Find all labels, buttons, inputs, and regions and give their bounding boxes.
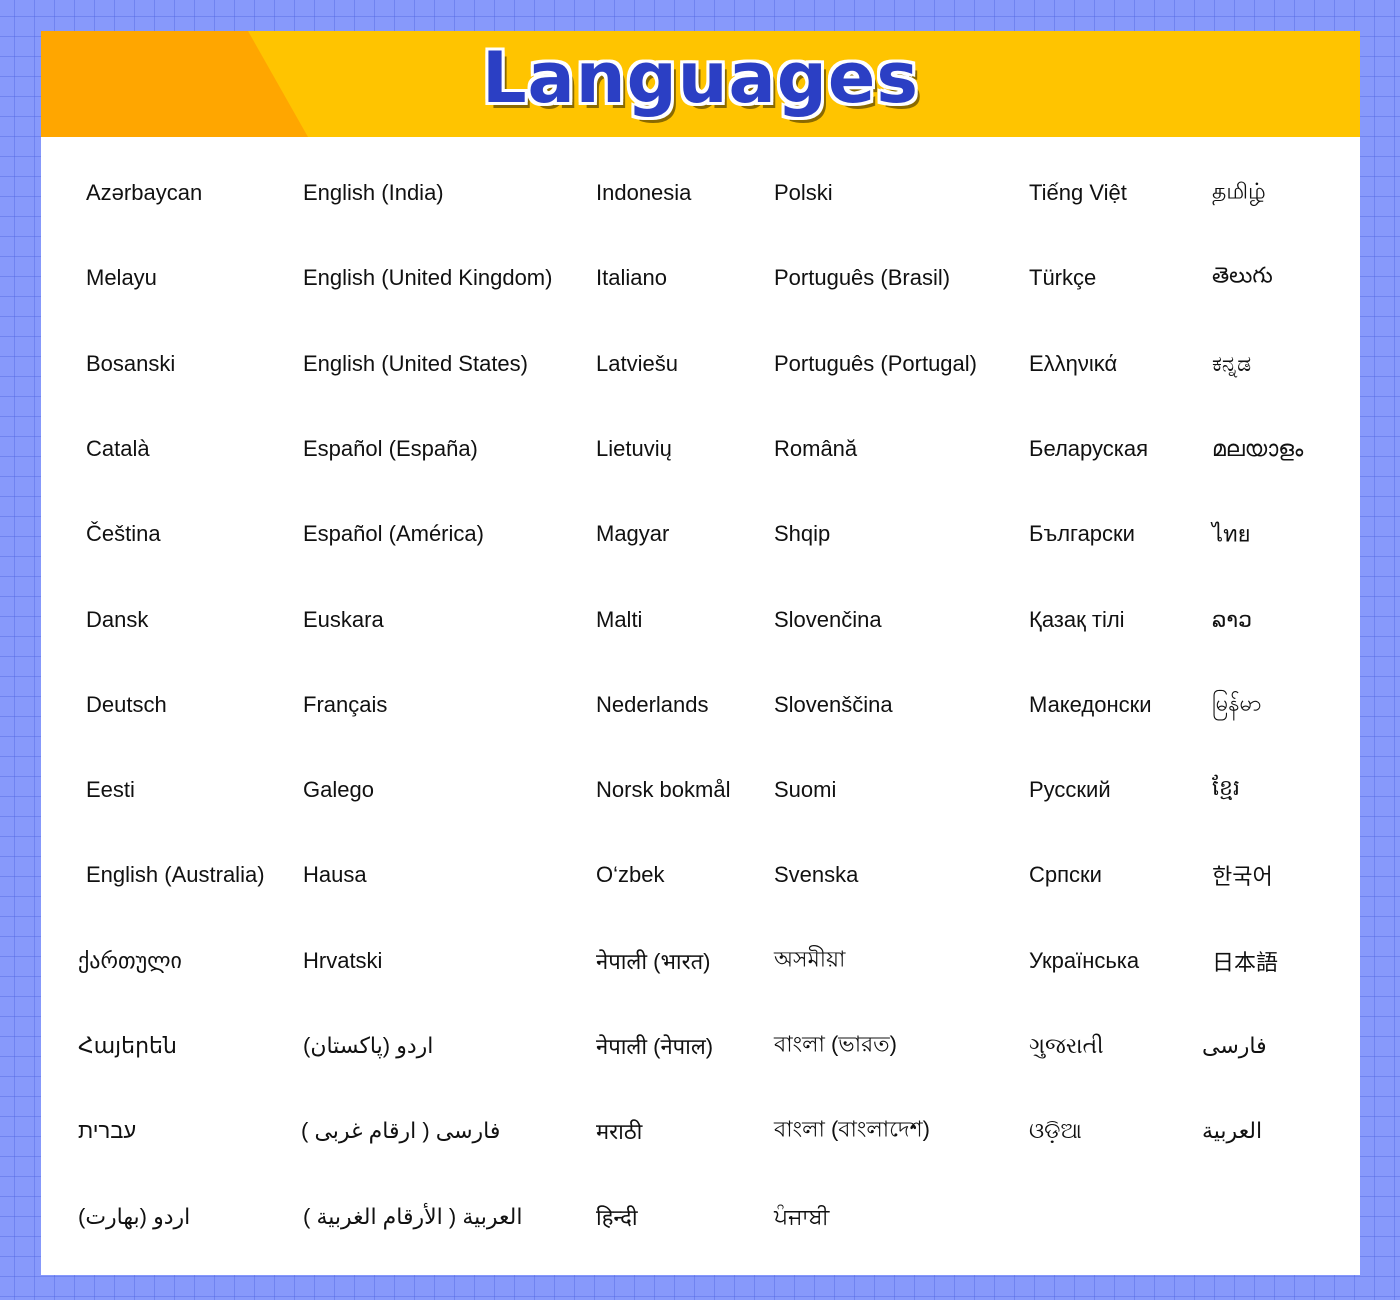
language-option[interactable]: Malti — [596, 606, 643, 632]
language-option[interactable]: English (United Kingdom) — [303, 265, 553, 291]
language-option[interactable]: Ελληνικά — [1029, 350, 1118, 376]
language-option[interactable]: English (Australia) — [86, 862, 265, 888]
language-option[interactable]: Türkçe — [1029, 265, 1097, 291]
language-option[interactable]: اردو (بھارت) — [78, 1203, 191, 1229]
language-option[interactable]: Македонски — [1029, 691, 1152, 717]
language-option[interactable]: ქართული — [78, 947, 182, 973]
language-option[interactable]: Slovenščina — [774, 691, 893, 717]
language-option[interactable]: Euskara — [303, 606, 384, 632]
language-option[interactable]: Italiano — [596, 265, 667, 291]
page-title: Languages — [481, 37, 920, 119]
language-option[interactable]: বাংলা (ভারত) — [774, 1031, 898, 1057]
language-option[interactable]: हिन्दी — [596, 1204, 638, 1230]
language-option[interactable]: O‘zbek — [596, 862, 665, 888]
language-option[interactable]: Polski — [774, 180, 833, 205]
language-option[interactable]: മലയാളം — [1212, 435, 1304, 461]
language-option[interactable]: Nederlands — [596, 691, 709, 717]
language-option[interactable]: Indonesia — [596, 180, 692, 205]
language-option[interactable]: ລາວ — [1212, 606, 1253, 632]
language-option[interactable]: Hausa — [303, 862, 367, 888]
language-option[interactable]: Latviešu — [596, 350, 678, 376]
language-option[interactable]: Română — [774, 435, 858, 461]
language-option[interactable]: Slovenčina — [774, 606, 882, 632]
language-option[interactable]: বাংলা (বাংলাদেশ) — [774, 1116, 930, 1142]
language-option[interactable]: فارسی — [1202, 1033, 1267, 1058]
language-option[interactable]: Čeština — [86, 521, 161, 547]
language-option[interactable]: தமிழ் — [1212, 178, 1266, 204]
language-option[interactable]: فارسی ( ارقام غربی ) — [301, 1118, 501, 1144]
language-option[interactable]: ਪੰਜਾਬੀ — [774, 1203, 830, 1229]
language-option[interactable]: తెలుగు — [1212, 262, 1273, 288]
language-option[interactable]: Deutsch — [86, 691, 167, 717]
languages-card: Languages Azərbaycan Melayu Bosanski Català… — [41, 31, 1360, 1275]
language-option[interactable]: Svenska — [774, 862, 859, 888]
language-option[interactable]: नेपाली (नेपाल) — [596, 1034, 714, 1059]
language-option[interactable]: Українська — [1029, 947, 1140, 973]
language-option[interactable]: Azərbaycan — [86, 180, 203, 205]
language-option[interactable]: नेपाली (भारत) — [596, 948, 711, 974]
language-option[interactable]: العربية — [1202, 1118, 1263, 1144]
language-option[interactable]: Русский — [1029, 777, 1111, 803]
language-option[interactable]: Suomi — [774, 777, 837, 803]
language-option[interactable]: ગુજરાતી — [1029, 1033, 1104, 1058]
language-option[interactable]: অসমীয়া — [774, 946, 846, 972]
language-option[interactable]: Հայերեն — [78, 1033, 177, 1058]
language-option[interactable]: Français — [303, 691, 388, 717]
language-option[interactable]: Galego — [303, 777, 374, 803]
language-option[interactable]: Bosanski — [86, 350, 176, 376]
language-option[interactable]: मराठी — [596, 1119, 643, 1145]
language-option[interactable]: English (United States) — [303, 350, 528, 376]
language-option[interactable]: Català — [86, 435, 150, 461]
language-option[interactable]: ಕನ್ನಡ — [1212, 350, 1252, 376]
language-option[interactable]: Shqip — [774, 521, 831, 547]
language-option[interactable]: Português (Brasil) — [774, 265, 951, 291]
language-option[interactable]: Беларуская — [1029, 435, 1149, 461]
language-option[interactable]: Dansk — [86, 606, 149, 632]
language-option[interactable]: ไทย — [1212, 521, 1251, 547]
language-option[interactable]: Српски — [1029, 862, 1102, 888]
language-option[interactable]: العربية ( الأرقام الغربية ) — [303, 1203, 523, 1229]
language-option[interactable]: ଓଡ଼ିଆ — [1029, 1118, 1082, 1144]
language-option[interactable]: Eesti — [86, 777, 135, 803]
language-option[interactable]: Қазақ тілі — [1029, 606, 1125, 632]
language-option[interactable]: English (India) — [303, 180, 444, 205]
language-option[interactable]: Español (América) — [303, 521, 484, 547]
language-option[interactable]: Hrvatski — [303, 947, 383, 973]
language-option[interactable]: עברית — [78, 1118, 137, 1144]
language-option[interactable]: မြန်မာ — [1212, 690, 1262, 716]
language-option[interactable]: Português (Portugal) — [774, 350, 977, 376]
language-option[interactable]: Lietuvių — [596, 435, 672, 461]
header-banner: Languages — [41, 31, 1360, 137]
language-option[interactable]: Melayu — [86, 265, 157, 291]
language-option[interactable]: Български — [1029, 521, 1135, 547]
language-option[interactable]: 日本語 — [1212, 949, 1279, 975]
language-option[interactable]: ខ្មែរ — [1212, 775, 1240, 801]
language-option[interactable]: 한국어 — [1212, 864, 1273, 890]
language-option[interactable]: Norsk bokmål — [596, 777, 731, 803]
language-option[interactable]: Magyar — [596, 521, 670, 547]
language-option[interactable]: Tiếng Việt — [1029, 180, 1127, 205]
language-option[interactable]: Español (España) — [303, 435, 478, 461]
language-option[interactable]: اردو (پاکستان) — [303, 1033, 434, 1058]
